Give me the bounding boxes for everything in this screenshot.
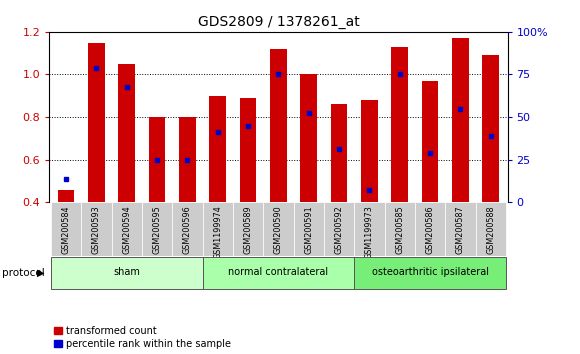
- Bar: [354, 257, 506, 289]
- Bar: [233, 202, 263, 256]
- Bar: [324, 202, 354, 256]
- Text: GSM200595: GSM200595: [153, 205, 161, 254]
- Bar: [81, 202, 111, 256]
- Text: GSM200592: GSM200592: [335, 205, 343, 254]
- Text: GSM200587: GSM200587: [456, 205, 465, 254]
- Bar: [385, 202, 415, 256]
- Text: GSM200593: GSM200593: [92, 205, 101, 254]
- Bar: [142, 202, 172, 256]
- Bar: [293, 202, 324, 256]
- Text: GSM200584: GSM200584: [61, 205, 71, 253]
- Bar: [270, 49, 287, 202]
- Bar: [445, 202, 476, 256]
- Text: GSM200588: GSM200588: [486, 205, 495, 253]
- Bar: [111, 202, 142, 256]
- Bar: [452, 38, 469, 202]
- Legend: transformed count, percentile rank within the sample: transformed count, percentile rank withi…: [54, 326, 231, 349]
- Bar: [240, 98, 256, 202]
- Bar: [51, 202, 81, 256]
- Text: GSM200591: GSM200591: [304, 205, 313, 254]
- Text: GSM200586: GSM200586: [426, 205, 434, 253]
- Text: normal contralateral: normal contralateral: [229, 267, 328, 277]
- Bar: [476, 202, 506, 256]
- Bar: [209, 96, 226, 202]
- Title: GDS2809 / 1378261_at: GDS2809 / 1378261_at: [198, 16, 359, 29]
- Bar: [361, 100, 378, 202]
- Text: osteoarthritic ipsilateral: osteoarthritic ipsilateral: [372, 267, 488, 277]
- Text: GSM1199973: GSM1199973: [365, 205, 374, 259]
- Bar: [51, 257, 202, 289]
- Bar: [148, 117, 165, 202]
- Bar: [118, 64, 135, 202]
- Bar: [331, 104, 347, 202]
- Text: GSM200585: GSM200585: [396, 205, 404, 254]
- Text: protocol: protocol: [2, 268, 45, 278]
- Bar: [179, 117, 195, 202]
- Bar: [202, 257, 354, 289]
- Bar: [415, 202, 445, 256]
- Bar: [172, 202, 202, 256]
- Text: GSM200589: GSM200589: [244, 205, 252, 254]
- Text: GSM200596: GSM200596: [183, 205, 192, 254]
- Text: sham: sham: [113, 267, 140, 277]
- Bar: [392, 47, 408, 202]
- Text: ▶: ▶: [37, 268, 44, 278]
- Bar: [483, 55, 499, 202]
- Bar: [57, 190, 74, 202]
- Text: GSM200590: GSM200590: [274, 205, 283, 254]
- Bar: [300, 74, 317, 202]
- Text: GSM200594: GSM200594: [122, 205, 131, 254]
- Text: GSM1199974: GSM1199974: [213, 205, 222, 259]
- Bar: [354, 202, 385, 256]
- Bar: [202, 202, 233, 256]
- Bar: [263, 202, 293, 256]
- Bar: [88, 42, 104, 202]
- Bar: [422, 81, 438, 202]
